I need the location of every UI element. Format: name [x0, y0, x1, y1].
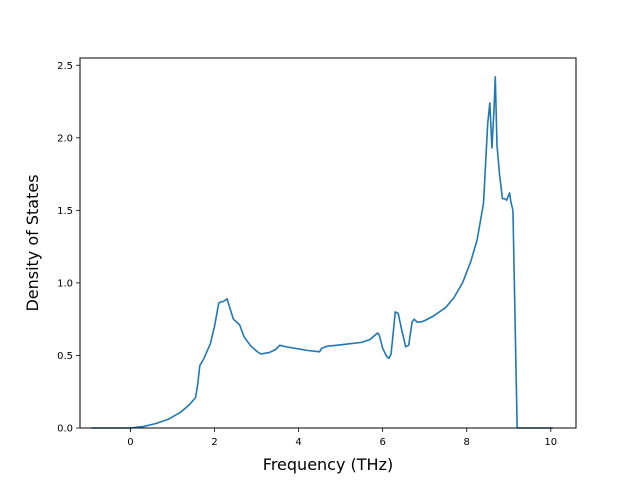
series-line-0	[91, 76, 553, 429]
x-tick-label: 2	[211, 437, 217, 448]
y-tick-label: 1.5	[57, 206, 73, 217]
plot-area	[80, 58, 576, 428]
axes-frame	[79, 57, 577, 429]
y-tick-label: 2.5	[57, 61, 73, 72]
x-tick-label: 0	[127, 437, 133, 448]
y-tick-label: 0.0	[57, 424, 73, 435]
y-axis-ticks: 0.0 0.5 1.0 1.5 2.0 2.5	[57, 61, 80, 435]
x-tick-label: 4	[295, 437, 301, 448]
series-layer	[91, 76, 553, 429]
x-tick-label: 6	[379, 437, 385, 448]
y-tick-label: 2.0	[57, 133, 73, 144]
x-axis-title: Frequency (THz)	[263, 455, 393, 474]
y-tick-label: 0.5	[57, 351, 73, 362]
x-tick-label: 8	[464, 437, 470, 448]
y-axis-title: Density of States	[23, 174, 42, 311]
y-tick-label: 1.0	[57, 278, 73, 289]
x-tick-label: 10	[544, 437, 557, 448]
x-axis-ticks: 0 2 4 6 8 10	[127, 428, 557, 448]
